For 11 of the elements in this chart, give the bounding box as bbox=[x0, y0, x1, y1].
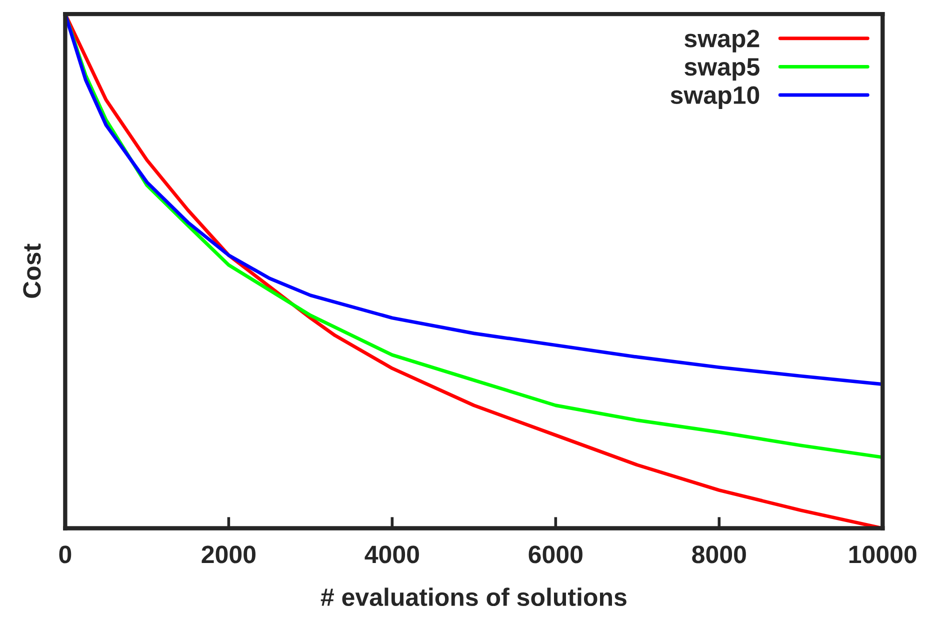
x-tick-label: 8000 bbox=[692, 546, 746, 564]
legend-label: swap2 bbox=[684, 30, 760, 52]
legend-label: swap10 bbox=[670, 86, 760, 109]
x-tick-label: 0 bbox=[59, 546, 72, 564]
x-tick-label: 2000 bbox=[202, 546, 256, 564]
x-tick-label: 6000 bbox=[528, 546, 582, 564]
x-tick-label: 10000 bbox=[849, 546, 916, 564]
y-axis-title: Cost bbox=[23, 244, 41, 298]
x-axis-title: # evaluations of solutions bbox=[320, 588, 626, 606]
legend-label: swap5 bbox=[684, 58, 760, 81]
x-tick-label: 4000 bbox=[364, 546, 419, 564]
